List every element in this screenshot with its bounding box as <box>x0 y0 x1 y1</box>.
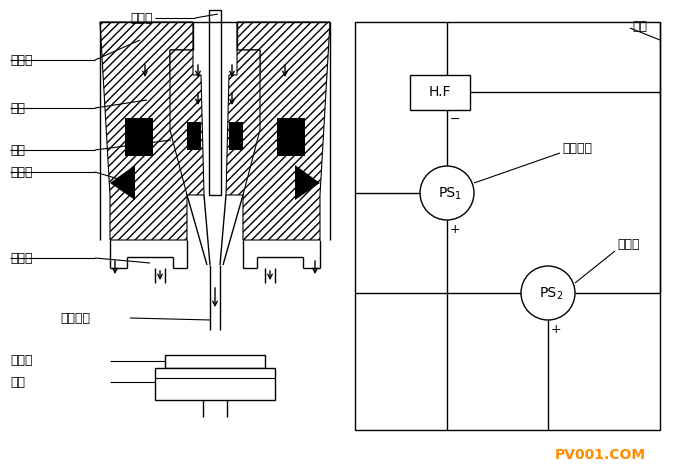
Text: 2: 2 <box>556 291 562 301</box>
Text: 基材: 基材 <box>10 376 25 388</box>
Text: 冷却水: 冷却水 <box>10 166 32 178</box>
Text: 钨电极: 钨电极 <box>130 11 153 25</box>
Text: 主电源: 主电源 <box>617 238 640 252</box>
Bar <box>410 75 470 110</box>
Text: PV001.COM: PV001.COM <box>555 448 646 462</box>
Text: 喷焊层: 喷焊层 <box>10 354 32 368</box>
Polygon shape <box>226 50 260 195</box>
Polygon shape <box>295 165 320 200</box>
Text: PS: PS <box>540 286 557 300</box>
Text: 离子气: 离子气 <box>10 53 32 67</box>
Text: PS: PS <box>439 186 456 200</box>
Text: 喷嘴: 喷嘴 <box>10 143 25 157</box>
Text: 1: 1 <box>455 191 461 201</box>
Bar <box>187 122 201 150</box>
Text: −: − <box>450 113 461 126</box>
Circle shape <box>521 266 575 320</box>
Text: +: + <box>450 223 461 236</box>
Text: H.F: H.F <box>428 85 452 99</box>
Polygon shape <box>170 50 204 195</box>
Bar <box>229 122 243 150</box>
Text: 等离子体: 等离子体 <box>60 312 90 325</box>
Polygon shape <box>237 22 330 240</box>
Text: 高频: 高频 <box>632 19 647 33</box>
Text: +: + <box>551 323 561 336</box>
Text: 辅助电源: 辅助电源 <box>562 143 592 155</box>
Bar <box>209 10 221 195</box>
Circle shape <box>420 166 474 220</box>
Text: 粉末: 粉末 <box>10 101 25 115</box>
Bar <box>277 118 305 156</box>
Bar <box>165 355 265 368</box>
Text: 屏蔽气: 屏蔽气 <box>10 252 32 264</box>
Bar <box>155 368 275 400</box>
Polygon shape <box>100 22 193 240</box>
Bar <box>355 22 660 430</box>
Polygon shape <box>110 165 135 200</box>
Bar <box>125 118 153 156</box>
